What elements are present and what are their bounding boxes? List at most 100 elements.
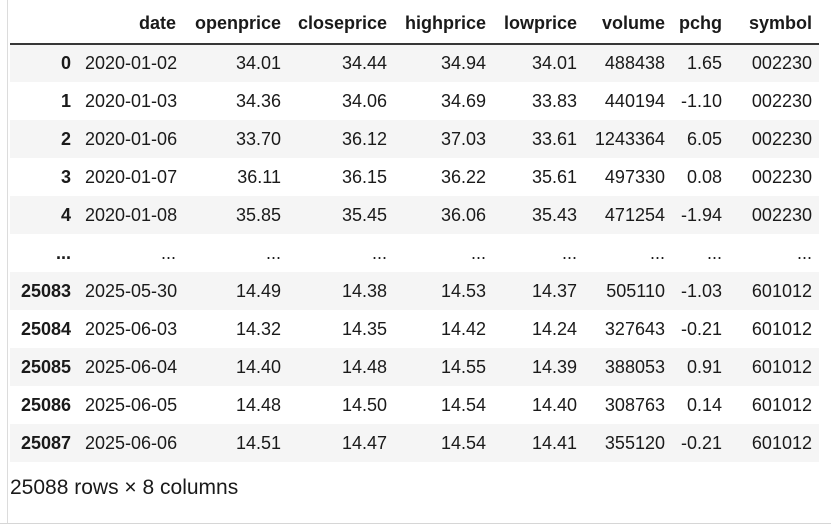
dataframe-body: 0 2020-01-02 34.01 34.44 34.94 34.01 488438 1.6… [10, 44, 819, 462]
data-cell: 34.06 [341, 90, 387, 111]
data-cell: 002230 [751, 53, 812, 73]
data-cell: 37.03 [440, 128, 486, 149]
output-left-border [7, 0, 8, 524]
data-cell: ... [160, 242, 176, 263]
data-cell: 34.01 [235, 53, 281, 73]
data-cell: 601012 [751, 394, 812, 415]
data-cell: 471254 [604, 204, 665, 225]
row-index-cell: 25087 [20, 432, 71, 453]
data-cell: 14.48 [341, 356, 387, 377]
data-cell: 36.22 [440, 166, 486, 187]
data-cell: 34.36 [235, 90, 281, 111]
data-cell: 36.15 [341, 166, 387, 187]
table-row: ........................... [10, 234, 819, 272]
data-cell: 34.01 [531, 53, 577, 73]
data-cell: 002230 [751, 204, 812, 225]
data-cell: 34.69 [440, 90, 486, 111]
data-cell: ... [706, 242, 722, 263]
data-cell: -1.03 [680, 280, 722, 301]
data-cell: 14.47 [341, 432, 387, 453]
data-cell: 601012 [751, 280, 812, 301]
data-cell: 488438 [604, 53, 665, 73]
data-cell: 14.48 [235, 394, 281, 415]
table-row: 2 2020-01-06 33.70 36.12 37.03 33.61 1243364 6.… [10, 120, 819, 158]
data-cell: 14.35 [341, 318, 387, 339]
data-cell: -1.94 [680, 204, 722, 225]
column-header-highprice: highprice [394, 2, 493, 45]
data-cell: 14.39 [531, 356, 577, 377]
data-cell: 6.05 [686, 128, 722, 149]
data-cell: 14.51 [235, 432, 281, 453]
row-index-cell: 25086 [20, 394, 71, 415]
data-cell: 33.70 [235, 128, 281, 149]
data-cell: ... [470, 242, 486, 263]
column-header-lowprice: lowprice [493, 2, 584, 45]
data-cell: 2025-06-06 [85, 432, 178, 453]
row-index-cell: 25084 [20, 318, 71, 339]
column-header-openprice: openprice [183, 2, 288, 45]
dataframe-output: date openprice closeprice highprice lowp… [10, 2, 819, 500]
data-cell: 601012 [751, 318, 812, 339]
data-cell: 14.42 [440, 318, 486, 339]
data-cell: 2020-01-03 [85, 90, 178, 111]
data-cell: 440194 [604, 90, 665, 111]
data-cell: 14.37 [531, 280, 577, 301]
data-cell: 497330 [604, 166, 665, 187]
data-cell: 33.61 [531, 128, 577, 149]
data-cell: 2025-06-03 [85, 318, 178, 339]
data-cell: 34.94 [440, 53, 486, 73]
table-row: 25085 2025-06-04 14.40 14.48 14.55 14.39 38805… [10, 348, 819, 386]
table-row: 25086 2025-06-05 14.48 14.50 14.54 14.40 30876… [10, 386, 819, 424]
data-cell: ... [649, 242, 665, 263]
data-cell: ... [371, 242, 387, 263]
data-cell: 308763 [604, 394, 665, 415]
data-cell: 601012 [751, 356, 812, 377]
data-cell: 355120 [604, 432, 665, 453]
data-cell: 1.65 [686, 53, 722, 73]
data-cell: 505110 [606, 280, 665, 301]
dataframe-table: date openprice closeprice highprice lowp… [10, 2, 819, 462]
data-cell: 388053 [604, 356, 665, 377]
column-header-symbol: symbol [729, 2, 819, 45]
dimensions-footer: 25088 rows × 8 columns [10, 476, 239, 499]
data-cell: 36.12 [341, 128, 387, 149]
header-row: date openprice closeprice highprice lowp… [10, 2, 819, 45]
table-row: 3 2020-01-07 36.11 36.15 36.22 35.61 497330 0.0… [10, 158, 819, 196]
row-index-cell: ... [55, 242, 71, 263]
data-cell: 14.24 [531, 318, 577, 339]
table-row: 0 2020-01-02 34.01 34.44 34.94 34.01 488438 1.6… [10, 44, 819, 82]
data-cell: 0.08 [686, 166, 722, 187]
data-cell: 14.54 [440, 394, 486, 415]
row-index-cell: 2 [60, 128, 71, 149]
data-cell: 14.40 [531, 394, 577, 415]
data-cell: 14.53 [440, 280, 486, 301]
data-cell: ... [265, 242, 281, 263]
row-index-cell: 4 [60, 204, 71, 225]
data-cell: 0.14 [686, 394, 722, 415]
data-cell: -0.21 [680, 432, 722, 453]
data-cell: 33.83 [531, 90, 577, 111]
data-cell: 14.41 [531, 432, 577, 453]
column-header-date: date [78, 2, 183, 45]
data-cell: 601012 [751, 432, 812, 453]
data-cell: 36.11 [237, 166, 281, 187]
data-cell: 14.50 [341, 394, 387, 415]
data-cell: 14.40 [235, 356, 281, 377]
data-cell: 1243364 [594, 128, 665, 149]
data-cell: 2025-05-30 [85, 280, 178, 301]
data-cell: 002230 [751, 166, 812, 187]
row-index-cell: 3 [60, 166, 71, 187]
table-row: 25087 2025-06-06 14.51 14.47 14.54 14.41 35512… [10, 424, 819, 462]
data-cell: 36.06 [440, 204, 486, 225]
data-cell: 14.38 [341, 280, 387, 301]
row-index-cell: 1 [60, 90, 71, 111]
index-column-header [10, 2, 78, 45]
data-cell: 35.43 [531, 204, 577, 225]
data-cell: 2020-01-02 [85, 53, 178, 73]
data-cell: 002230 [751, 128, 812, 149]
table-row: 25083 2025-05-30 14.49 14.38 14.53 14.37 50511… [10, 272, 819, 310]
data-cell: 2020-01-07 [85, 166, 178, 187]
dataframe-header: date openprice closeprice highprice lowp… [10, 2, 819, 45]
data-cell: 35.85 [235, 204, 281, 225]
